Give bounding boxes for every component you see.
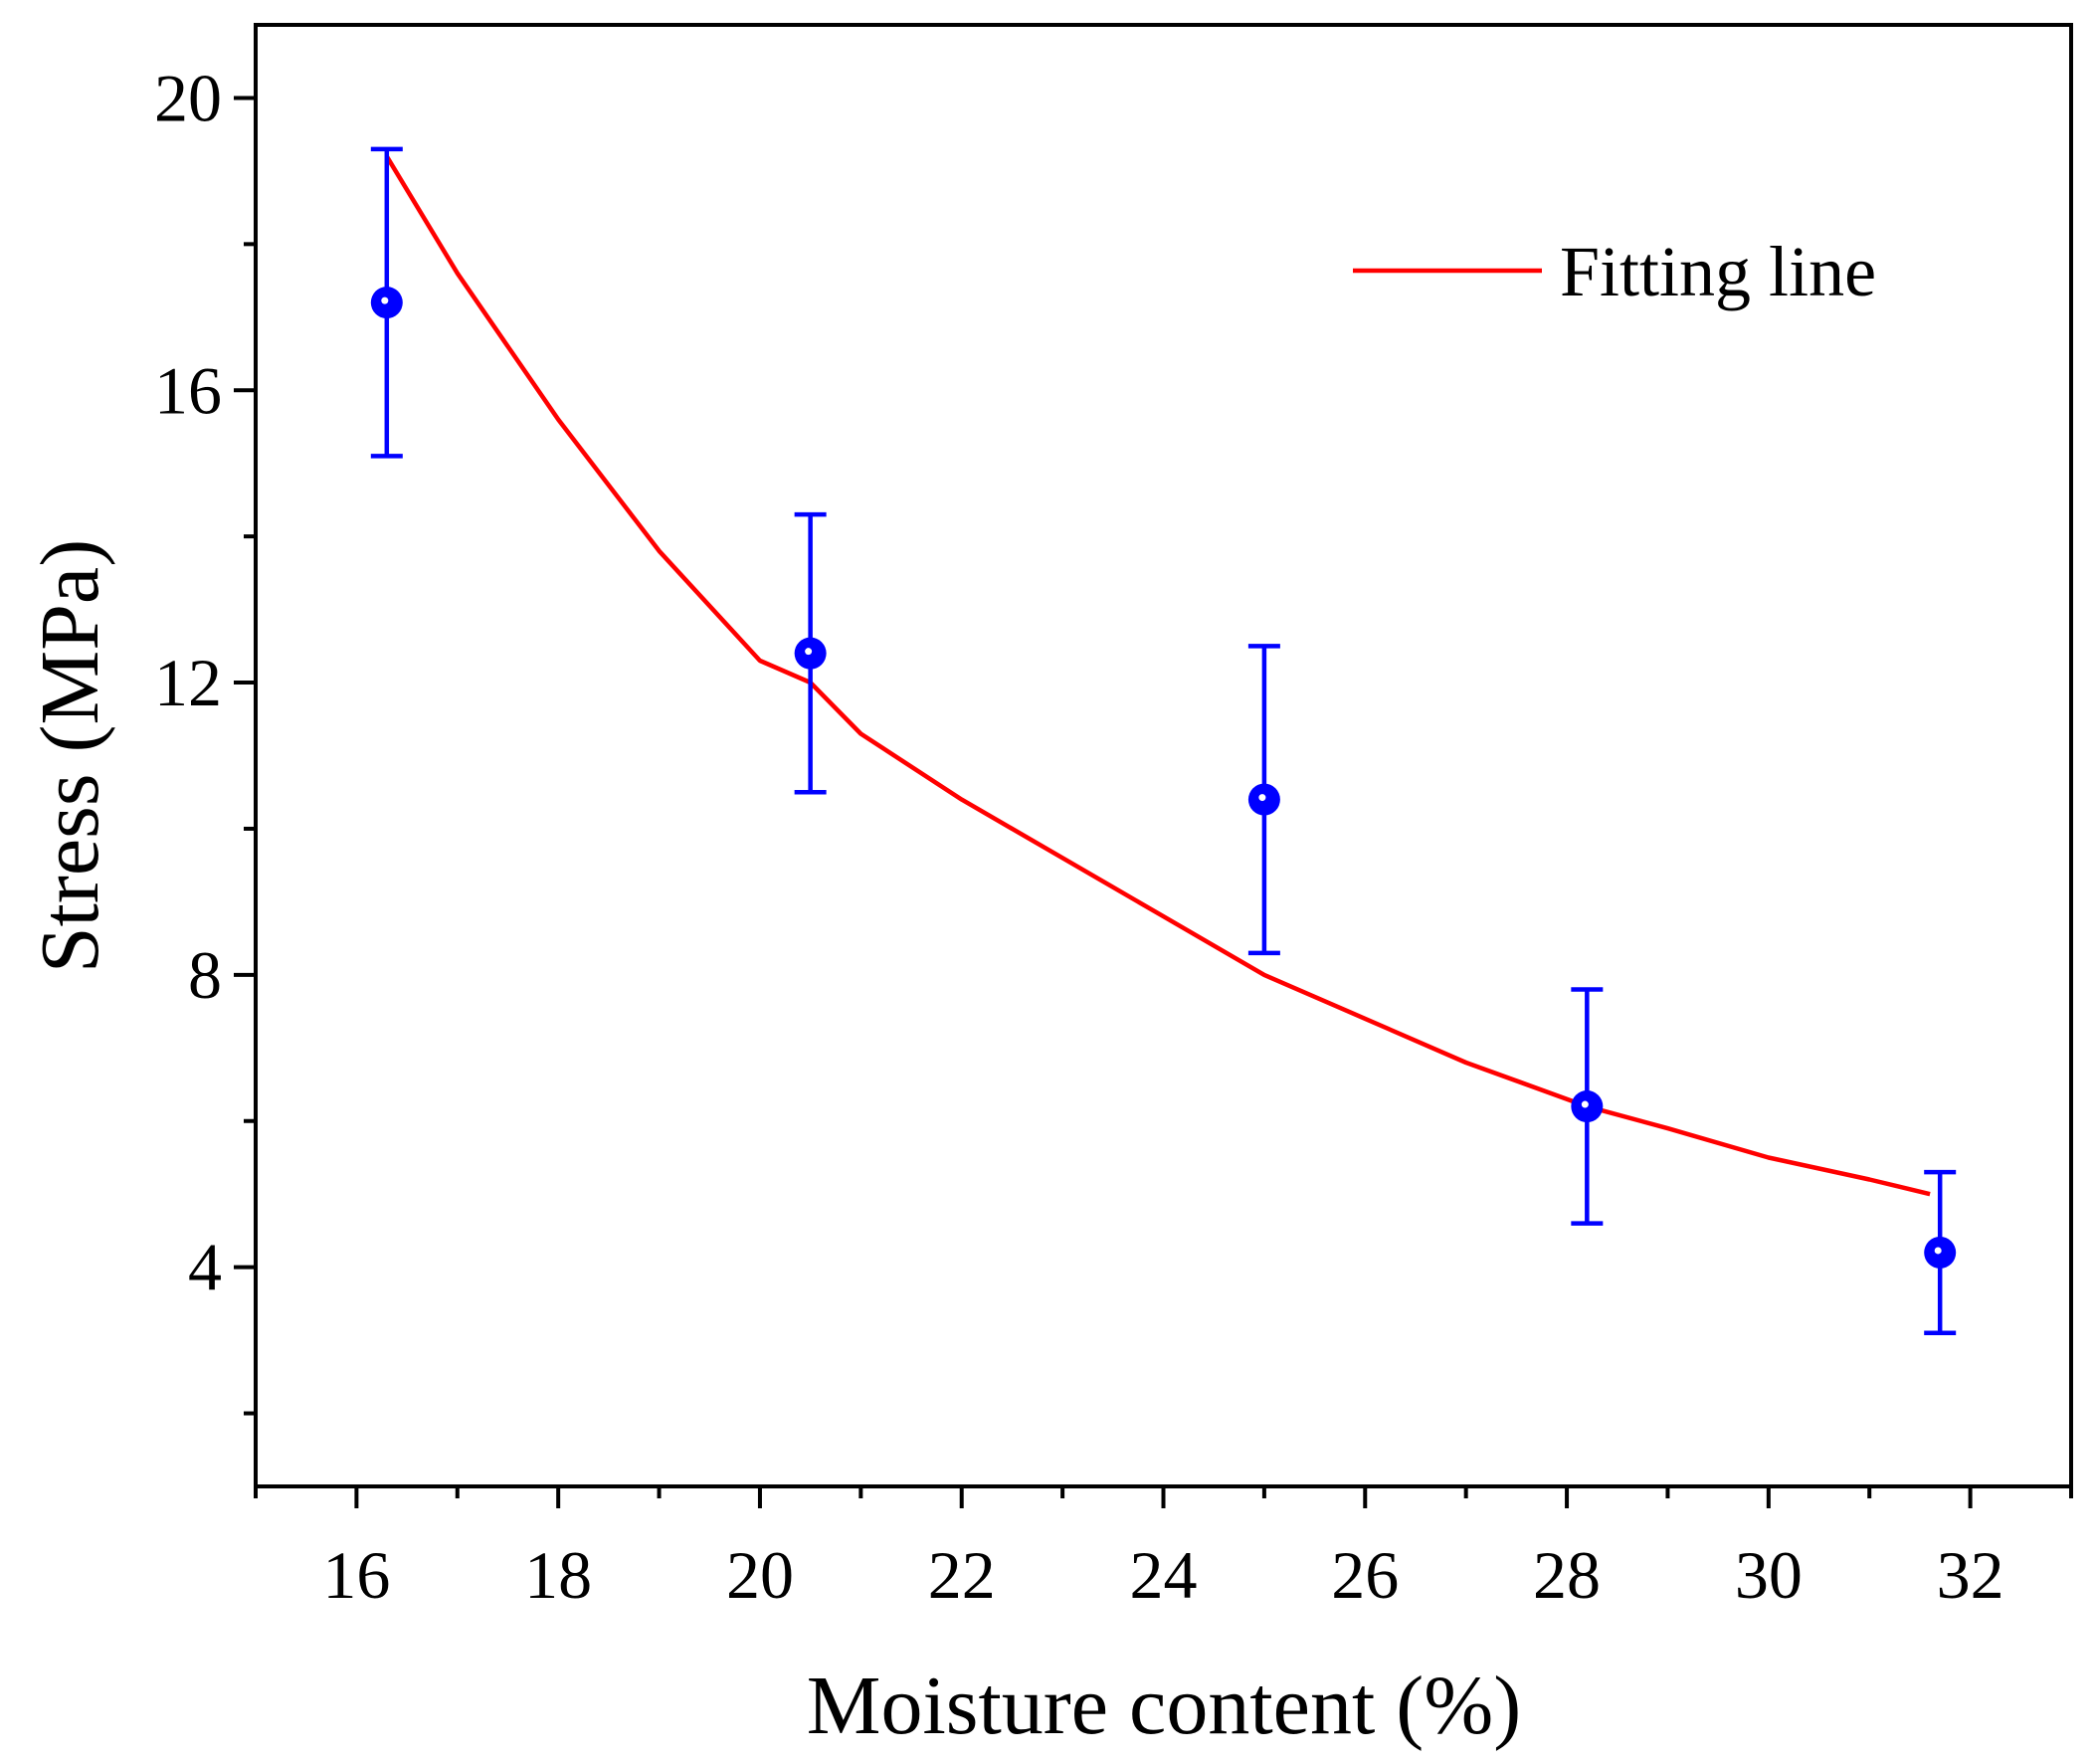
y-tick-label: 16 [154, 352, 222, 428]
data-point-highlight [1258, 794, 1266, 802]
data-point-group [794, 511, 827, 795]
data-point-highlight [381, 296, 389, 304]
x-tick-label: 20 [726, 1537, 794, 1613]
x-tick-label: 28 [1533, 1537, 1601, 1613]
x-tick-label: 32 [1937, 1537, 2004, 1613]
y-axis: 4 8 12 16 20 [154, 60, 256, 1416]
y-tick-label: 4 [188, 1230, 222, 1305]
data-point-group [1247, 644, 1280, 956]
x-tick-label: 16 [322, 1537, 390, 1613]
y-tick-label: 20 [154, 60, 222, 135]
y-tick-label: 8 [188, 937, 222, 1013]
fitting-line [384, 155, 1931, 1197]
plot-area [370, 146, 1957, 1336]
x-axis: 16 18 20 22 24 26 28 30 32 [254, 1486, 2073, 1613]
legend-label-fitting: Fitting line [1560, 232, 1876, 311]
data-point-group [1571, 987, 1604, 1226]
x-axis-title: Moisture content (%) [807, 1660, 1521, 1752]
data-point-group [1924, 1169, 1957, 1336]
data-point-highlight [1581, 1100, 1589, 1108]
y-axis-title: Stress (MPa) [24, 539, 116, 973]
y-tick-label: 12 [154, 645, 222, 720]
x-tick-label: 18 [524, 1537, 592, 1613]
legend: Fitting line [1353, 232, 1876, 311]
x-tick-label: 24 [1130, 1537, 1198, 1613]
x-tick-label: 30 [1735, 1537, 1803, 1613]
x-tick-label: 22 [928, 1537, 996, 1613]
data-point-highlight [1934, 1247, 1942, 1255]
data-point-highlight [805, 648, 813, 656]
x-tick-label: 26 [1331, 1537, 1399, 1613]
data-point-group [370, 146, 403, 459]
